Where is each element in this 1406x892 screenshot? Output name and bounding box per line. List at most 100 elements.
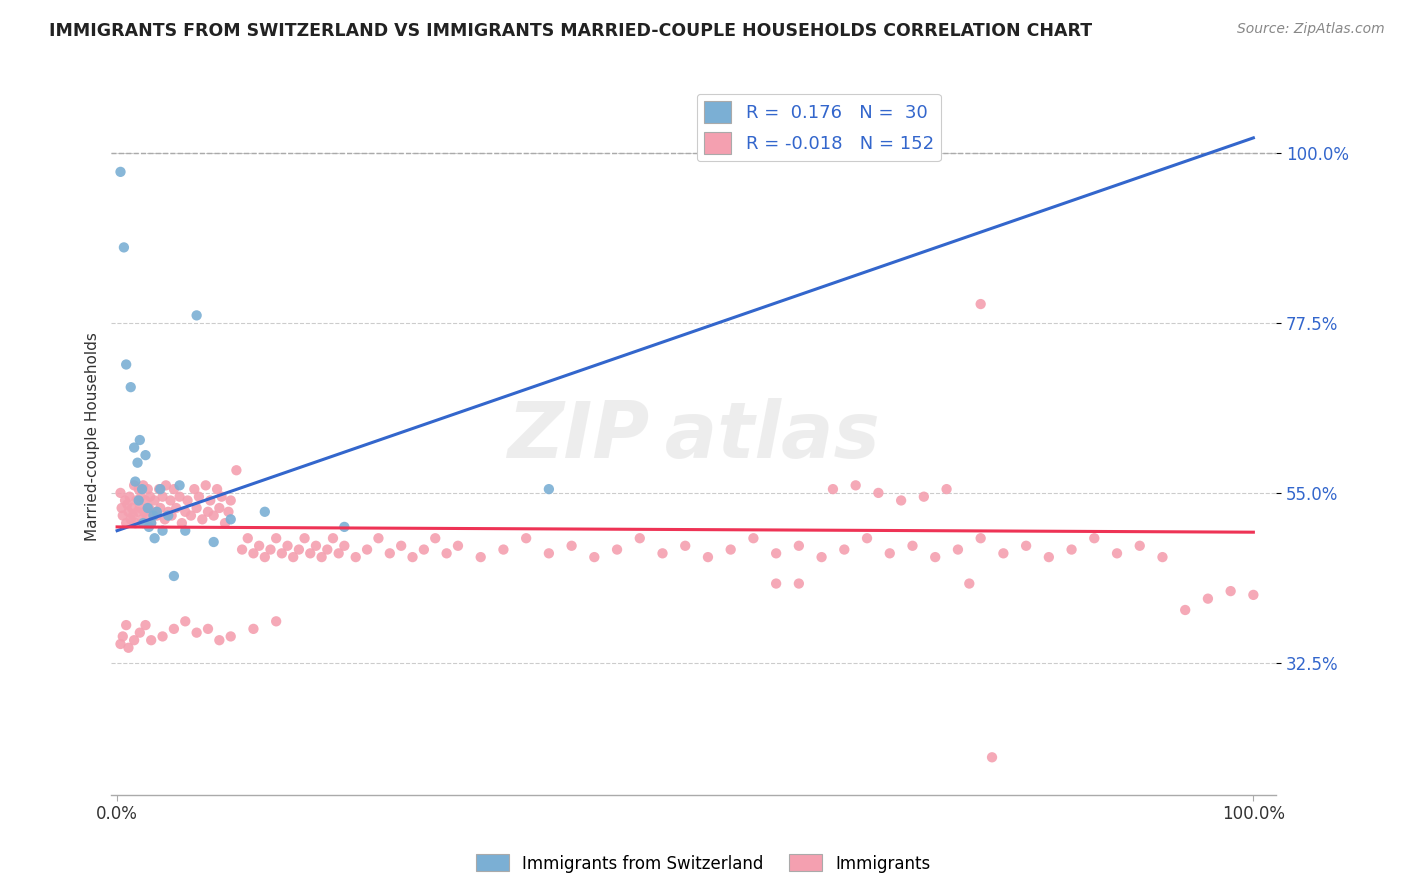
Point: [136, 482, 159, 496]
Point: [176, 493, 198, 508]
Point: [344, 550, 367, 565]
Point: [208, 501, 231, 516]
Point: [143, 531, 166, 545]
Point: [957, 576, 980, 591]
Point: [412, 542, 434, 557]
Point: [537, 482, 560, 496]
Point: [697, 550, 720, 565]
Point: [187, 490, 209, 504]
Point: [128, 433, 150, 447]
Point: [742, 531, 765, 545]
Point: [194, 478, 217, 492]
Point: [537, 546, 560, 560]
Point: [935, 482, 957, 496]
Point: [299, 546, 322, 560]
Point: [810, 550, 832, 565]
Point: [157, 505, 180, 519]
Point: [225, 463, 247, 477]
Point: [561, 539, 583, 553]
Point: [159, 493, 181, 508]
Point: [946, 542, 969, 557]
Point: [628, 531, 651, 545]
Point: [1015, 539, 1038, 553]
Point: [128, 501, 150, 516]
Point: [447, 539, 470, 553]
Point: [115, 618, 138, 632]
Point: [122, 478, 145, 492]
Point: [264, 615, 287, 629]
Point: [153, 512, 176, 526]
Legend: Immigrants from Switzerland, Immigrants: Immigrants from Switzerland, Immigrants: [468, 847, 938, 880]
Point: [122, 441, 145, 455]
Point: [186, 501, 208, 516]
Point: [155, 478, 177, 492]
Point: [253, 505, 276, 519]
Point: [163, 569, 186, 583]
Point: [131, 512, 153, 526]
Point: [969, 531, 991, 545]
Point: [135, 508, 157, 523]
Point: [328, 546, 350, 560]
Point: [1105, 546, 1128, 560]
Point: [138, 501, 160, 516]
Point: [436, 546, 458, 560]
Point: [132, 478, 155, 492]
Point: [117, 505, 139, 519]
Point: [868, 486, 890, 500]
Point: [180, 508, 202, 523]
Point: [114, 493, 136, 508]
Point: [845, 478, 868, 492]
Point: [277, 539, 299, 553]
Legend: R =  0.176   N =  30, R = -0.018   N = 152: R = 0.176 N = 30, R = -0.018 N = 152: [697, 94, 941, 161]
Point: [134, 505, 156, 519]
Point: [425, 531, 447, 545]
Point: [115, 516, 138, 530]
Point: [120, 512, 142, 526]
Point: [322, 531, 344, 545]
Point: [129, 490, 152, 504]
Point: [136, 501, 159, 516]
Point: [236, 531, 259, 545]
Point: [134, 448, 156, 462]
Point: [149, 501, 172, 516]
Point: [247, 539, 270, 553]
Point: [125, 493, 148, 508]
Point: [211, 490, 233, 504]
Point: [912, 490, 935, 504]
Point: [139, 490, 162, 504]
Point: [1038, 550, 1060, 565]
Point: [333, 520, 356, 534]
Point: [142, 508, 165, 523]
Point: [219, 493, 242, 508]
Point: [165, 501, 187, 516]
Point: [174, 524, 197, 538]
Point: [110, 165, 132, 179]
Point: [141, 633, 163, 648]
Point: [128, 625, 150, 640]
Point: [138, 520, 160, 534]
Point: [152, 490, 174, 504]
Point: [219, 512, 242, 526]
Point: [191, 512, 214, 526]
Point: [515, 531, 537, 545]
Point: [183, 482, 205, 496]
Point: [492, 542, 515, 557]
Point: [157, 508, 180, 523]
Point: [152, 629, 174, 643]
Point: [111, 501, 134, 516]
Text: Source: ZipAtlas.com: Source: ZipAtlas.com: [1237, 22, 1385, 37]
Point: [163, 622, 186, 636]
Point: [821, 482, 844, 496]
Point: [120, 380, 142, 394]
Point: [856, 531, 879, 545]
Point: [132, 516, 155, 530]
Point: [1129, 539, 1152, 553]
Point: [720, 542, 742, 557]
Point: [134, 493, 156, 508]
Point: [146, 505, 169, 519]
Point: [253, 550, 276, 565]
Point: [160, 508, 183, 523]
Point: [121, 501, 143, 516]
Text: IMMIGRANTS FROM SWITZERLAND VS IMMIGRANTS MARRIED-COUPLE HOUSEHOLDS CORRELATION : IMMIGRANTS FROM SWITZERLAND VS IMMIGRANT…: [49, 22, 1092, 40]
Point: [115, 358, 138, 372]
